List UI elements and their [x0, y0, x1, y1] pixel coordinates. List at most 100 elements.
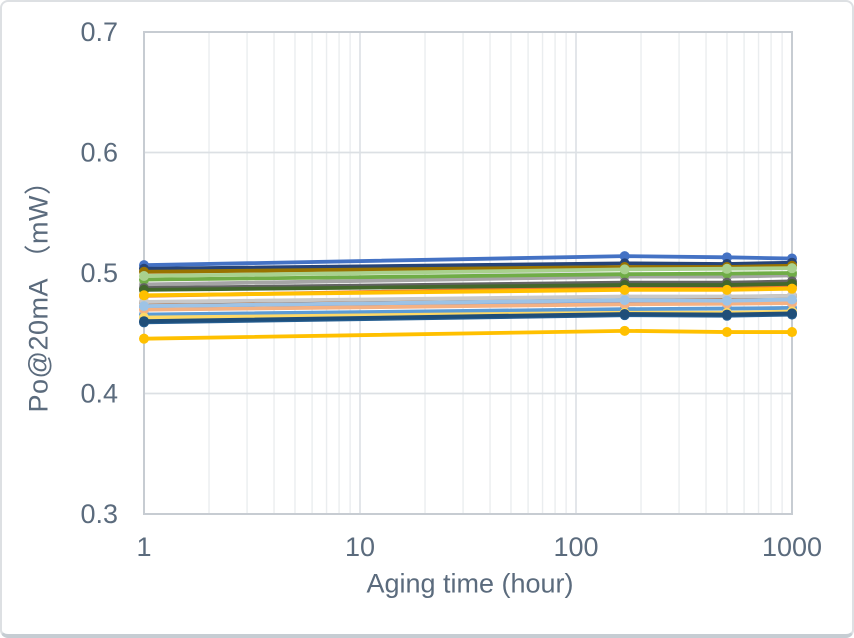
series-marker	[619, 325, 630, 336]
series-marker	[787, 283, 797, 294]
series-marker	[619, 304, 630, 315]
y-tick-label: 0.5	[80, 258, 118, 288]
series-marker	[787, 308, 797, 319]
series-marker	[721, 252, 732, 263]
series-marker	[139, 301, 149, 312]
series-marker	[787, 295, 797, 306]
series-marker	[139, 301, 149, 312]
series-marker	[139, 290, 149, 301]
series-marker	[787, 257, 797, 268]
series-marker	[787, 253, 797, 264]
series-line	[142, 284, 794, 298]
series-marker	[139, 283, 149, 294]
series-line	[142, 279, 794, 290]
series-marker	[787, 327, 797, 338]
series-marker	[139, 284, 149, 295]
y-axis-title: Po@20mA （mW）	[23, 167, 54, 413]
series-line	[142, 286, 794, 298]
series-marker	[139, 290, 149, 301]
series-line	[142, 254, 794, 268]
series-marker	[139, 317, 149, 328]
series-marker	[139, 263, 149, 274]
x-tick-label: 1000	[762, 532, 822, 562]
series-marker	[721, 277, 732, 288]
series-marker	[139, 304, 149, 315]
series-line	[142, 309, 794, 320]
series-marker	[721, 280, 732, 291]
series-marker	[721, 258, 732, 269]
series-line	[142, 298, 794, 309]
series-marker	[721, 307, 732, 318]
series-marker	[721, 284, 732, 295]
series-marker	[787, 260, 797, 271]
x-axis-title: Aging time (hour)	[366, 568, 574, 599]
series-marker	[619, 295, 630, 306]
series-line	[142, 260, 794, 271]
series-marker	[619, 282, 630, 293]
series-line	[142, 293, 794, 304]
y-tick-label: 0.6	[80, 138, 118, 168]
x-tick-label: 100	[553, 532, 598, 562]
series-marker	[721, 303, 732, 314]
series-marker	[721, 292, 732, 303]
series-line	[142, 301, 794, 312]
x-tick-label: 1	[136, 532, 151, 562]
series-marker	[787, 302, 797, 313]
series-line	[142, 281, 794, 292]
series-marker	[787, 290, 797, 301]
series-line	[142, 297, 794, 309]
series-line	[142, 306, 794, 317]
series-marker	[139, 274, 149, 285]
series-marker	[721, 295, 732, 306]
series-line	[142, 266, 794, 278]
series-line	[142, 271, 794, 282]
y-tick-label: 0.3	[80, 499, 118, 529]
series-marker	[139, 271, 149, 282]
series-line	[142, 263, 794, 274]
series-marker	[619, 271, 630, 282]
series-marker	[721, 310, 732, 321]
series-line	[142, 311, 794, 324]
series-marker	[787, 281, 797, 292]
series-marker	[139, 333, 149, 344]
series-marker	[721, 296, 732, 307]
series-marker	[619, 296, 630, 307]
series-marker	[619, 307, 630, 318]
series-marker	[721, 298, 732, 309]
series-marker	[619, 308, 630, 319]
series-marker	[619, 277, 630, 288]
y-tick-label: 0.4	[80, 379, 118, 409]
series-marker	[619, 261, 630, 272]
series-marker	[619, 258, 630, 269]
series-marker	[787, 309, 797, 320]
series-marker	[619, 251, 630, 262]
series-marker	[619, 264, 630, 275]
series-marker	[721, 309, 732, 320]
series-marker	[139, 312, 149, 323]
series-marker	[139, 296, 149, 307]
series-marker	[787, 290, 797, 301]
series-line	[142, 293, 794, 305]
series-marker	[619, 292, 630, 303]
series-marker	[721, 263, 732, 274]
series-marker	[721, 261, 732, 272]
series-marker	[787, 276, 797, 287]
series-marker	[721, 327, 732, 338]
series-marker	[619, 310, 630, 321]
series-marker	[619, 269, 630, 280]
series-marker	[139, 266, 149, 277]
series-line	[142, 328, 794, 341]
series-marker	[619, 284, 630, 295]
series-marker	[139, 309, 149, 320]
series-marker	[787, 270, 797, 281]
series-marker	[787, 294, 797, 305]
series-marker	[787, 306, 797, 317]
series-marker	[139, 260, 149, 271]
series-marker	[721, 283, 732, 294]
series-marker	[619, 280, 630, 291]
series-marker	[139, 316, 149, 327]
y-tick-label: 0.7	[80, 17, 118, 47]
plot-border	[143, 31, 793, 515]
